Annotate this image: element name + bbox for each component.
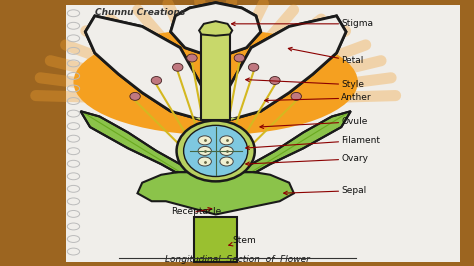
Ellipse shape	[176, 120, 255, 181]
Polygon shape	[216, 16, 346, 119]
Polygon shape	[216, 16, 346, 119]
Ellipse shape	[234, 54, 245, 62]
Polygon shape	[85, 16, 216, 119]
FancyBboxPatch shape	[66, 5, 460, 262]
Text: Longitudinal  Section  of  Flower: Longitudinal Section of Flower	[164, 255, 310, 264]
Ellipse shape	[130, 92, 140, 100]
Polygon shape	[201, 34, 230, 120]
Ellipse shape	[291, 92, 301, 100]
Ellipse shape	[151, 77, 162, 85]
Text: Petal: Petal	[288, 47, 364, 65]
Ellipse shape	[248, 63, 259, 71]
Text: Ovule: Ovule	[260, 117, 368, 128]
Ellipse shape	[220, 136, 233, 145]
Polygon shape	[81, 111, 194, 172]
Polygon shape	[171, 3, 261, 58]
Ellipse shape	[198, 157, 211, 166]
Ellipse shape	[183, 125, 248, 177]
Polygon shape	[199, 21, 232, 36]
Polygon shape	[237, 111, 351, 172]
Text: Ovary: Ovary	[246, 154, 368, 166]
Polygon shape	[85, 16, 216, 119]
Ellipse shape	[198, 136, 211, 145]
Ellipse shape	[270, 77, 280, 85]
Polygon shape	[171, 3, 261, 58]
Polygon shape	[194, 217, 237, 262]
Polygon shape	[137, 167, 294, 214]
Text: Anther: Anther	[264, 93, 372, 102]
Text: Chunnu Creations: Chunnu Creations	[95, 8, 185, 17]
Text: Stem: Stem	[229, 236, 256, 246]
Ellipse shape	[173, 63, 183, 71]
Ellipse shape	[198, 146, 211, 155]
Text: Receptacle: Receptacle	[171, 207, 221, 216]
Polygon shape	[194, 118, 237, 120]
Text: Filament: Filament	[246, 136, 380, 149]
Text: Stigma: Stigma	[231, 19, 374, 28]
Ellipse shape	[187, 54, 197, 62]
Text: Sepal: Sepal	[283, 186, 366, 195]
Text: Style: Style	[246, 78, 365, 89]
Ellipse shape	[73, 29, 358, 135]
Ellipse shape	[220, 157, 233, 166]
Ellipse shape	[220, 146, 233, 155]
